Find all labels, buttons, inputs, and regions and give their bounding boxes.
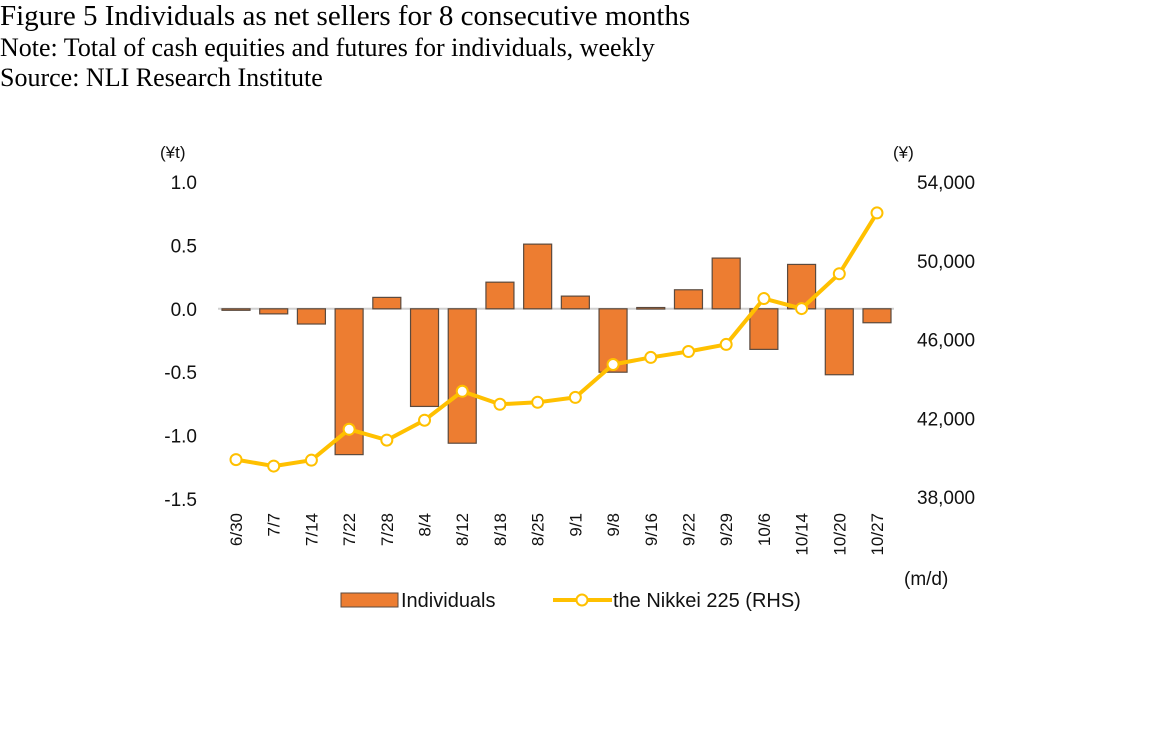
point-nikkei [304, 453, 318, 467]
figure-title: Figure 5 Individuals as net sellers for … [0, 0, 691, 32]
x-tick-label: 9/29 [717, 513, 736, 546]
x-tick-label: 7/14 [302, 513, 321, 546]
bar-individuals [296, 308, 327, 325]
point-nikkei [267, 459, 281, 473]
point-nikkei [229, 453, 243, 467]
bar-individuals [749, 308, 779, 350]
left-tick-label: -0.5 [164, 363, 197, 384]
left-axis-unit: (¥t) [160, 143, 186, 162]
x-tick-label: 9/8 [604, 513, 623, 537]
bar-individuals [485, 281, 515, 310]
right-tick-label: 46,000 [917, 331, 975, 352]
point-nikkei [418, 413, 432, 427]
point-nikkei [531, 395, 545, 409]
x-tick-label: 9/16 [642, 513, 661, 546]
right-tick-label: 50,000 [917, 252, 975, 273]
x-tick-label: 8/12 [453, 513, 472, 546]
point-nikkei [832, 267, 846, 281]
bar-individuals [862, 308, 892, 324]
x-tick-label: 7/22 [340, 513, 359, 546]
point-nikkei [455, 384, 469, 398]
bar-individuals [523, 243, 553, 310]
note: Note: Total of cash equities and futures… [0, 33, 655, 62]
bar-individuals [636, 306, 666, 310]
legend-swatch-individuals [340, 592, 399, 608]
legend-marker-nikkei [575, 593, 589, 607]
line-nikkei [235, 211, 879, 469]
x-tick-label: 6/30 [227, 513, 246, 546]
point-nikkei [493, 397, 507, 411]
point-nikkei [606, 358, 620, 372]
bar-individuals [673, 289, 704, 310]
x-tick-label: 10/6 [755, 513, 774, 546]
bar-individuals [259, 308, 289, 315]
x-tick-label: 10/27 [868, 513, 887, 556]
left-tick-label: 1.0 [171, 173, 197, 194]
x-axis-unit: (m/d) [904, 569, 948, 590]
legend-label-individuals: Individuals [401, 590, 496, 612]
point-nikkei [568, 390, 582, 404]
x-tick-label: 8/4 [416, 513, 435, 537]
x-tick-label: 9/1 [566, 513, 585, 537]
bar-individuals [409, 308, 440, 408]
right-tick-label: 54,000 [917, 173, 975, 194]
bar-individuals [221, 308, 251, 311]
point-nikkei [681, 345, 695, 359]
bar-individuals [824, 308, 854, 376]
left-tick-label: 0.0 [171, 300, 197, 321]
x-tick-label: 10/20 [830, 513, 849, 556]
right-tick-label: 42,000 [917, 409, 975, 430]
left-tick-label: -1.0 [164, 427, 197, 448]
bar-individuals [372, 296, 402, 310]
point-nikkei [719, 337, 733, 351]
legend-label-nikkei: the Nikkei 225 (RHS) [613, 590, 801, 612]
x-tick-label: 10/14 [793, 513, 812, 556]
x-tick-label: 7/7 [265, 513, 284, 537]
bar-individuals [711, 257, 741, 310]
bar-individuals [560, 295, 590, 310]
right-axis-unit: (¥) [893, 143, 914, 162]
point-nikkei [644, 350, 658, 364]
point-nikkei [757, 292, 771, 306]
point-nikkei [342, 422, 356, 436]
x-tick-label: 8/25 [529, 513, 548, 546]
left-tick-label: 0.5 [171, 236, 197, 257]
bar-individuals [447, 308, 477, 444]
point-nikkei [380, 433, 394, 447]
x-tick-label: 8/18 [491, 513, 510, 546]
x-tick-label: 7/28 [378, 513, 397, 546]
left-tick-label: -1.5 [164, 490, 197, 511]
x-tick-label: 9/22 [679, 513, 698, 546]
point-nikkei [870, 206, 884, 220]
right-tick-label: 38,000 [917, 488, 975, 509]
point-nikkei [795, 302, 809, 316]
source: Source: NLI Research Institute [0, 63, 323, 92]
